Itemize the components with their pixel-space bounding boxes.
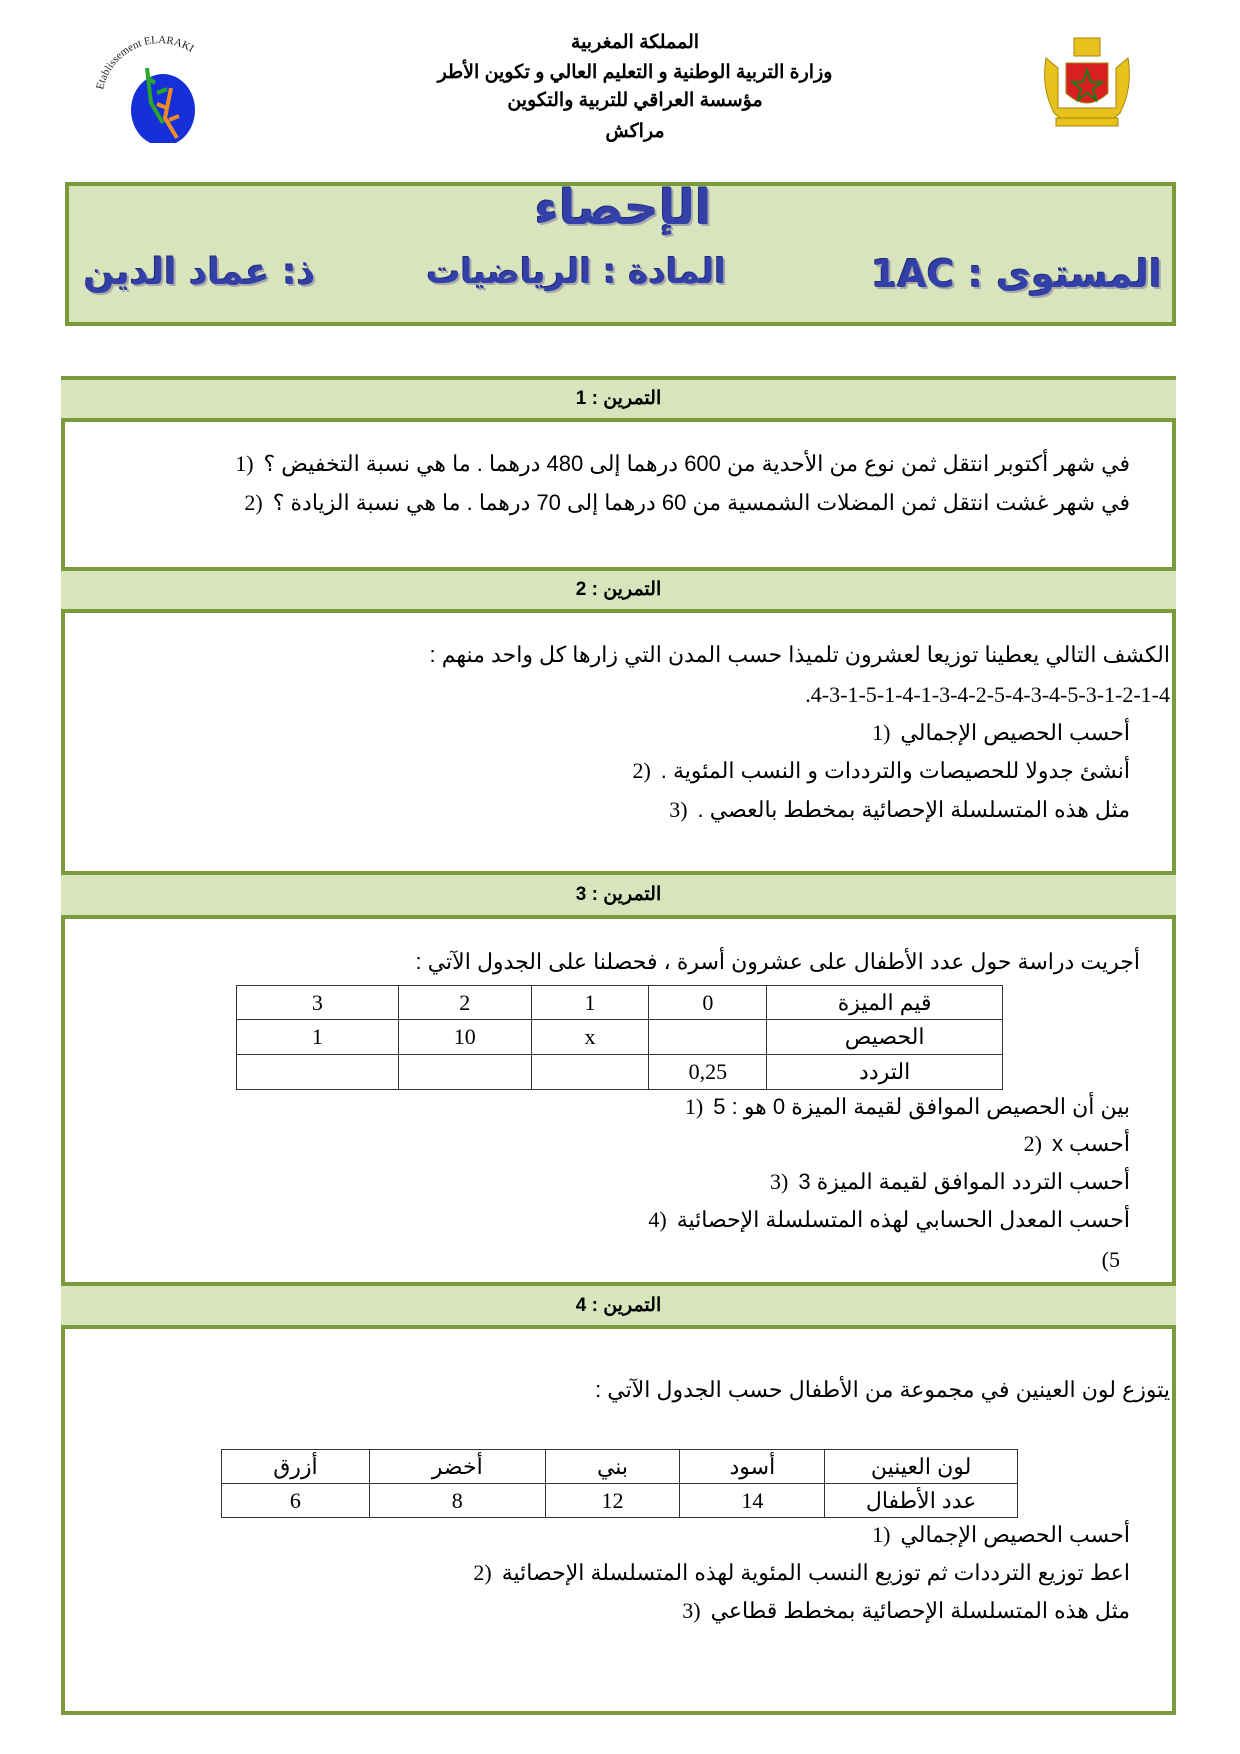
table-cell: لون العينين — [824, 1449, 1018, 1484]
item-number: 2) — [244, 490, 263, 515]
item-text: أحسب الحصيص الإجمالي — [900, 720, 1130, 745]
header-ministry: وزارة التربية الوطنية و التعليم العالي و… — [437, 62, 833, 83]
table-cell: 1 — [236, 1019, 399, 1055]
exercise-2-heading: التمرين : 2 — [61, 567, 1176, 613]
table-cell: 3 — [236, 985, 399, 1020]
list-item: 2) أنشئ جدولا للحصيصات والترددات و النسب … — [632, 758, 1130, 784]
list-item: 2) في شهر غشت انتقل ثمن المضلات الشمسية م… — [244, 490, 1130, 516]
table-cell — [397, 1054, 532, 1090]
item-text: مثل هذه المتسلسلة الإحصائية بمخطط قطاعي — [710, 1598, 1130, 1623]
teacher-label: ذ: عماد الدين — [84, 252, 316, 293]
item-text: أحسب التردد الموافق لقيمة الميزة 3 — [798, 1169, 1130, 1194]
table-row: عدد الأطفال 14 12 8 6 — [221, 1483, 1018, 1518]
table-cell: 8 — [368, 1483, 546, 1518]
table-cell: 6 — [221, 1483, 370, 1518]
list-item: 1) أحسب الحصيص الإجمالي — [872, 1522, 1130, 1548]
header-city: مراكش — [605, 121, 665, 142]
table-row: لون العينين أسود بني أخضر أزرق — [221, 1449, 1018, 1484]
table-cell: 1 — [530, 985, 650, 1020]
exercise-1-heading: التمرين : 1 — [61, 376, 1176, 422]
table-cell: 14 — [679, 1483, 826, 1518]
feature-table: قيم الميزة 0 1 2 3 الحصيص x 10 1 التردد … — [236, 985, 1003, 1090]
table-cell: بني — [544, 1449, 681, 1484]
table-cell — [648, 1019, 768, 1055]
header-school: مؤسسة العراقي للتربية والتكوين — [507, 90, 763, 111]
table-cell: قيم الميزة — [766, 985, 1003, 1020]
table-row: الحصيص x 10 1 — [236, 1019, 1003, 1055]
exercise-2-intro: الكشف التالي يعطينا توزيعا لعشرون تلميذا… — [429, 642, 1170, 667]
item-number: 4) — [648, 1207, 667, 1232]
list-item: 1) أحسب الحصيص الإجمالي — [872, 720, 1130, 746]
item-text: مثل هذه المتسلسلة الإحصائية بمخطط بالعصي… — [697, 797, 1130, 822]
list-item: 4) أحسب المعدل الحسابي لهذه المتسلسلة الإ… — [648, 1207, 1130, 1233]
item-text: أنشئ جدولا للحصيصات والترددات و النسب ال… — [660, 758, 1130, 783]
exercise-4-intro: يتوزع لون العينين في مجموعة من الأطفال ح… — [595, 1377, 1170, 1402]
list-item: 2) اعط توزيع الترددات ثم توزيع النسب المئ… — [473, 1560, 1130, 1586]
table-cell: أسود — [679, 1449, 826, 1484]
table-cell: 10 — [397, 1019, 532, 1055]
item-text: أحسب المعدل الحسابي لهذه المتسلسلة الإحص… — [676, 1207, 1130, 1232]
exercise-4-heading: التمرين : 4 — [61, 1282, 1176, 1329]
table-cell: أزرق — [221, 1449, 370, 1484]
item-number: (5 — [1101, 1247, 1120, 1272]
item-number: 2) — [473, 1560, 492, 1585]
item-number: 1) — [872, 1522, 891, 1547]
list-item: 3) أحسب التردد الموافق لقيمة الميزة 3 — [770, 1169, 1130, 1195]
table-cell — [236, 1054, 399, 1090]
table-cell: التردد — [766, 1054, 1003, 1090]
item-text: بين أن الحصيص الموافق لقيمة الميزة 0 هو … — [713, 1094, 1130, 1119]
table-cell: أخضر — [368, 1449, 546, 1484]
item-text: اعط توزيع الترددات ثم توزيع النسب المئوي… — [501, 1560, 1130, 1585]
table-cell: عدد الأطفال — [824, 1483, 1018, 1518]
data-series: .4-3-1-5-1-4-1-3-4-2-5-4-3-4-5-3-1-2-1-4 — [805, 682, 1170, 707]
item-number: 3) — [669, 797, 688, 822]
header-kingdom: المملكة المغربية — [570, 32, 700, 53]
table-cell: الحصيص — [766, 1019, 1003, 1055]
item-number: 3) — [770, 1169, 789, 1194]
list-item: (5 — [1102, 1247, 1130, 1273]
page-title: الإحصاء — [534, 180, 712, 236]
table-row: التردد 0,25 — [236, 1054, 1003, 1090]
eye-color-table: لون العينين أسود بني أخضر أزرق عدد الأطف… — [221, 1449, 1018, 1518]
school-logo: Etablissement ELARAKI — [85, 28, 230, 146]
item-number: 3) — [682, 1598, 701, 1623]
title-box — [65, 182, 1176, 326]
item-number: 2) — [632, 758, 651, 783]
item-number: 1) — [235, 451, 254, 476]
exercise-3-intro: أجريت دراسة حول عدد الأطفال على عشرون أس… — [415, 949, 1140, 974]
item-text: أحسب x — [1051, 1131, 1130, 1156]
item-number: 1) — [872, 720, 891, 745]
table-cell — [530, 1054, 650, 1090]
item-number: 2) — [1023, 1131, 1042, 1156]
table-cell: 0,25 — [648, 1054, 768, 1090]
exercise-3-heading: التمرين : 3 — [61, 871, 1176, 919]
list-item: 3) مثل هذه المتسلسلة الإحصائية بمخطط قطاع… — [682, 1598, 1130, 1624]
level-label: المستوى : 1AC — [870, 252, 1162, 296]
table-row: قيم الميزة 0 1 2 3 — [236, 985, 1003, 1020]
item-text: أحسب الحصيص الإجمالي — [900, 1522, 1130, 1547]
table-cell: 0 — [648, 985, 768, 1020]
list-item: 2) أحسب x — [1024, 1131, 1130, 1157]
table-cell: 12 — [544, 1483, 681, 1518]
table-cell: x — [530, 1019, 650, 1055]
subject-label: المادة : الرياضيات — [426, 252, 726, 292]
item-text: في شهر غشت انتقل ثمن المضلات الشمسية من … — [272, 490, 1130, 515]
list-item: 3) مثل هذه المتسلسلة الإحصائية بمخطط بالع… — [669, 797, 1130, 823]
item-number: 1) — [684, 1094, 704, 1119]
table-cell: 2 — [397, 985, 532, 1020]
list-item: 1) بين أن الحصيص الموافق لقيمة الميزة 0 ه… — [685, 1094, 1130, 1120]
royal-emblem — [1036, 28, 1138, 130]
list-item: 1) في شهر أكتوبر انتقل ثمن نوع من الأحدية… — [235, 451, 1130, 477]
item-text: في شهر أكتوبر انتقل ثمن نوع من الأحدية م… — [263, 451, 1130, 476]
